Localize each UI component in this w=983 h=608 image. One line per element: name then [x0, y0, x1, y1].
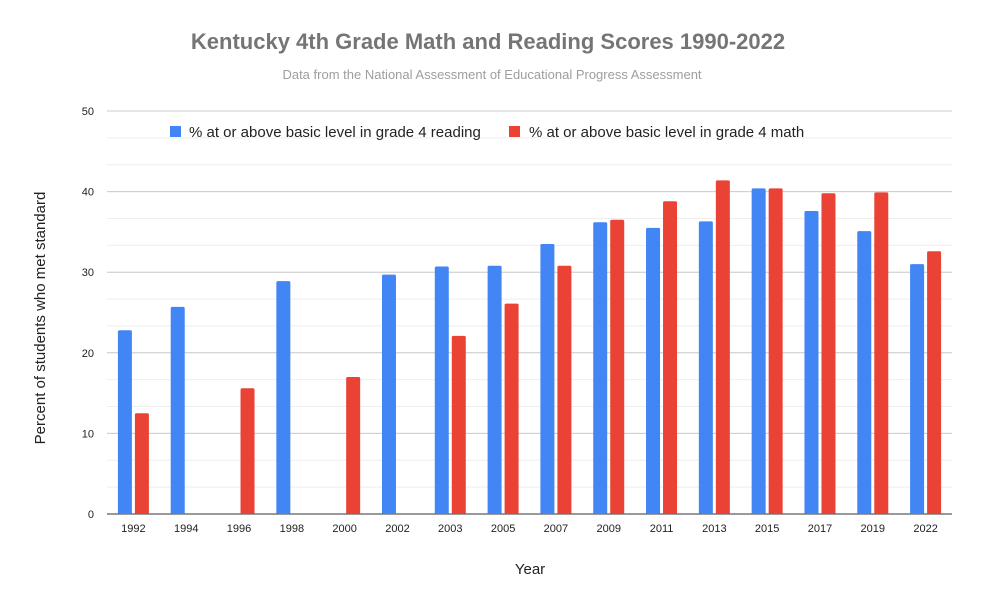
bar-reading-2011 — [646, 227, 661, 514]
y-tick-label: 20 — [82, 348, 94, 360]
bar-reading-2019 — [857, 231, 872, 514]
x-tick-label: 1994 — [174, 523, 198, 535]
bar-math-2017 — [821, 193, 836, 514]
bar-math-2011 — [663, 201, 678, 514]
bar-reading-2022 — [910, 264, 925, 514]
bar-math-2013 — [715, 180, 730, 515]
bar-reading-2005 — [487, 265, 502, 514]
bars — [117, 180, 942, 515]
bar-math-1996 — [240, 388, 255, 514]
y-tick-label: 0 — [88, 509, 94, 521]
x-tick-label: 1998 — [280, 523, 304, 535]
x-axis-title: Year — [515, 561, 545, 578]
bar-reading-2017 — [804, 210, 819, 514]
x-tick-label: 2019 — [861, 523, 885, 535]
y-tick-label: 30 — [82, 267, 94, 279]
bar-reading-2007 — [540, 243, 555, 515]
y-tick-label: 50 — [82, 106, 94, 118]
legend-label-reading: % at or above basic level in grade 4 rea… — [189, 124, 481, 141]
x-tick-label: 2017 — [808, 523, 832, 535]
chart-title: Kentucky 4th Grade Math and Reading Scor… — [191, 29, 785, 54]
bar-reading-2002 — [381, 274, 396, 514]
bar-math-2009 — [610, 219, 625, 514]
x-tick-label: 2013 — [702, 523, 726, 535]
legend-swatch-math — [509, 126, 520, 137]
y-axis-title: Percent of students who met standard — [32, 192, 49, 445]
bar-reading-2003 — [434, 266, 449, 514]
x-tick-label: 2003 — [438, 523, 462, 535]
bar-math-2007 — [557, 265, 572, 514]
bar-reading-1994 — [170, 306, 185, 514]
x-axis-ticks: 1992 1994 1996 1998 2000 2002 2003 2005 2007 2009… — [121, 523, 938, 535]
bar-math-2003 — [451, 335, 466, 514]
chart-subtitle: Data from the National Assessment of Edu… — [282, 67, 701, 82]
y-tick-label: 10 — [82, 428, 94, 440]
x-tick-label: 2009 — [596, 523, 620, 535]
y-tick-label: 40 — [82, 187, 94, 199]
gridlines — [107, 110, 952, 515]
bar-math-2019 — [874, 192, 889, 514]
x-tick-label: 2015 — [755, 523, 779, 535]
legend-label-math: % at or above basic level in grade 4 mat… — [529, 124, 804, 141]
x-tick-label: 1996 — [227, 523, 251, 535]
x-tick-label: 2005 — [491, 523, 515, 535]
bar-math-2000 — [346, 376, 361, 514]
bar-reading-1998 — [276, 281, 291, 514]
x-tick-label: 2002 — [385, 523, 409, 535]
bar-math-2005 — [504, 303, 519, 514]
bar-reading-2009 — [593, 222, 608, 514]
bar-reading-1992 — [117, 330, 132, 514]
bar-reading-2013 — [698, 221, 713, 514]
bar-math-2022 — [927, 251, 942, 514]
x-tick-label: 2011 — [650, 523, 674, 535]
bar-math-1992 — [134, 413, 149, 514]
x-tick-label: 1992 — [121, 523, 145, 535]
x-tick-label: 2000 — [332, 523, 356, 535]
x-tick-label: 2022 — [913, 523, 937, 535]
legend-swatch-reading — [170, 126, 181, 137]
bar-reading-2015 — [751, 188, 766, 514]
x-tick-label: 2007 — [544, 523, 568, 535]
legend: % at or above basic level in grade 4 rea… — [170, 124, 804, 141]
bar-math-2015 — [768, 188, 783, 514]
y-axis-ticks: 0 10 20 30 40 50 — [82, 106, 94, 521]
